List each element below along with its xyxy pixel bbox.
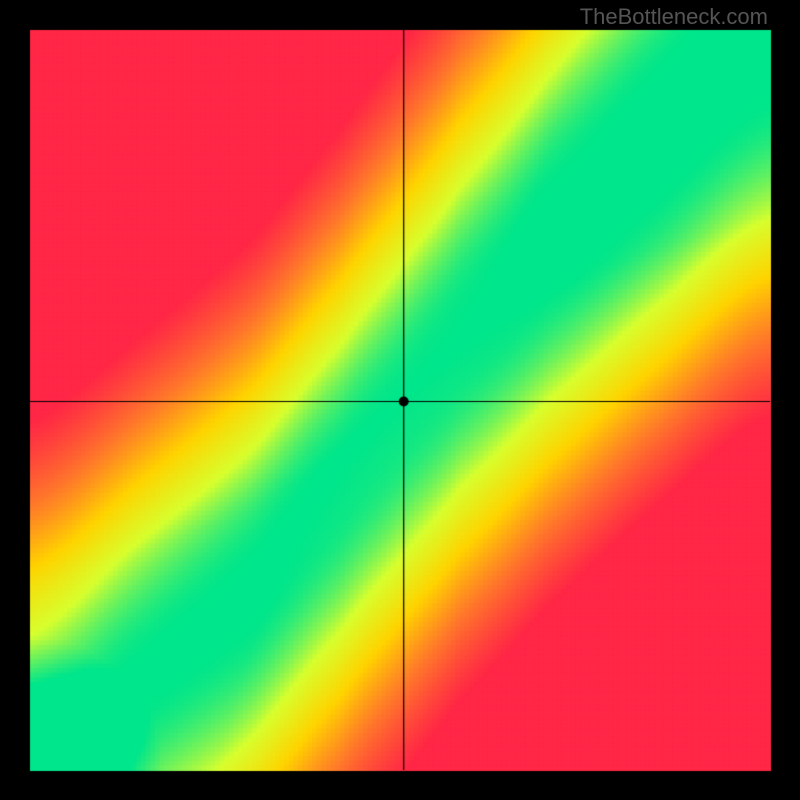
chart-container: TheBottleneck.com (0, 0, 800, 800)
watermark-text: TheBottleneck.com (580, 4, 768, 30)
bottleneck-heatmap (0, 0, 800, 800)
